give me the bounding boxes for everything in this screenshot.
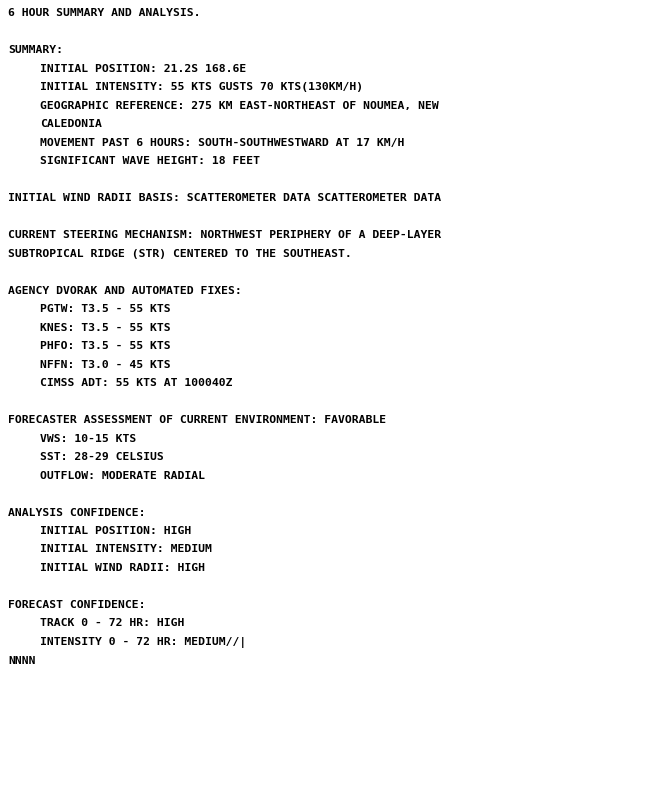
Text: INITIAL WIND RADII BASIS: SCATTEROMETER DATA SCATTEROMETER DATA: INITIAL WIND RADII BASIS: SCATTEROMETER … [8,193,441,203]
Text: PGTW: T3.5 - 55 KTS: PGTW: T3.5 - 55 KTS [40,304,171,314]
Text: TRACK 0 - 72 HR: HIGH: TRACK 0 - 72 HR: HIGH [40,619,184,629]
Text: AGENCY DVORAK AND AUTOMATED FIXES:: AGENCY DVORAK AND AUTOMATED FIXES: [8,286,242,295]
Text: ANALYSIS CONFIDENCE:: ANALYSIS CONFIDENCE: [8,507,146,518]
Text: FORECASTER ASSESSMENT OF CURRENT ENVIRONMENT: FAVORABLE: FORECASTER ASSESSMENT OF CURRENT ENVIRON… [8,415,386,425]
Text: FORECAST CONFIDENCE:: FORECAST CONFIDENCE: [8,600,146,610]
Text: INITIAL INTENSITY: MEDIUM: INITIAL INTENSITY: MEDIUM [40,544,212,554]
Text: CIMSS ADT: 55 KTS AT 100040Z: CIMSS ADT: 55 KTS AT 100040Z [40,378,232,388]
Text: GEOGRAPHIC REFERENCE: 275 KM EAST-NORTHEAST OF NOUMEA, NEW: GEOGRAPHIC REFERENCE: 275 KM EAST-NORTHE… [40,100,439,111]
Text: INTENSITY 0 - 72 HR: MEDIUM//|: INTENSITY 0 - 72 HR: MEDIUM//| [40,637,246,648]
Text: KNES: T3.5 - 55 KTS: KNES: T3.5 - 55 KTS [40,323,171,332]
Text: INITIAL POSITION: 21.2S 168.6E: INITIAL POSITION: 21.2S 168.6E [40,63,246,74]
Text: INITIAL INTENSITY: 55 KTS GUSTS 70 KTS(130KM/H): INITIAL INTENSITY: 55 KTS GUSTS 70 KTS(1… [40,82,363,92]
Text: 6 HOUR SUMMARY AND ANALYSIS.: 6 HOUR SUMMARY AND ANALYSIS. [8,8,201,18]
Text: MOVEMENT PAST 6 HOURS: SOUTH-SOUTHWESTWARD AT 17 KM/H: MOVEMENT PAST 6 HOURS: SOUTH-SOUTHWESTWA… [40,138,404,147]
Text: SIGNIFICANT WAVE HEIGHT: 18 FEET: SIGNIFICANT WAVE HEIGHT: 18 FEET [40,156,260,166]
Text: VWS: 10-15 KTS: VWS: 10-15 KTS [40,434,136,443]
Text: CURRENT STEERING MECHANISM: NORTHWEST PERIPHERY OF A DEEP-LAYER: CURRENT STEERING MECHANISM: NORTHWEST PE… [8,230,441,240]
Text: PHFO: T3.5 - 55 KTS: PHFO: T3.5 - 55 KTS [40,341,171,351]
Text: NNNN: NNNN [8,655,35,666]
Text: INITIAL WIND RADII: HIGH: INITIAL WIND RADII: HIGH [40,563,205,573]
Text: SUMMARY:: SUMMARY: [8,45,63,55]
Text: SUBTROPICAL RIDGE (STR) CENTERED TO THE SOUTHEAST.: SUBTROPICAL RIDGE (STR) CENTERED TO THE … [8,248,352,259]
Text: SST: 28-29 CELSIUS: SST: 28-29 CELSIUS [40,452,164,462]
Text: NFFN: T3.0 - 45 KTS: NFFN: T3.0 - 45 KTS [40,359,171,370]
Text: INITIAL POSITION: HIGH: INITIAL POSITION: HIGH [40,526,192,536]
Text: CALEDONIA: CALEDONIA [40,119,102,129]
Text: OUTFLOW: MODERATE RADIAL: OUTFLOW: MODERATE RADIAL [40,471,205,481]
